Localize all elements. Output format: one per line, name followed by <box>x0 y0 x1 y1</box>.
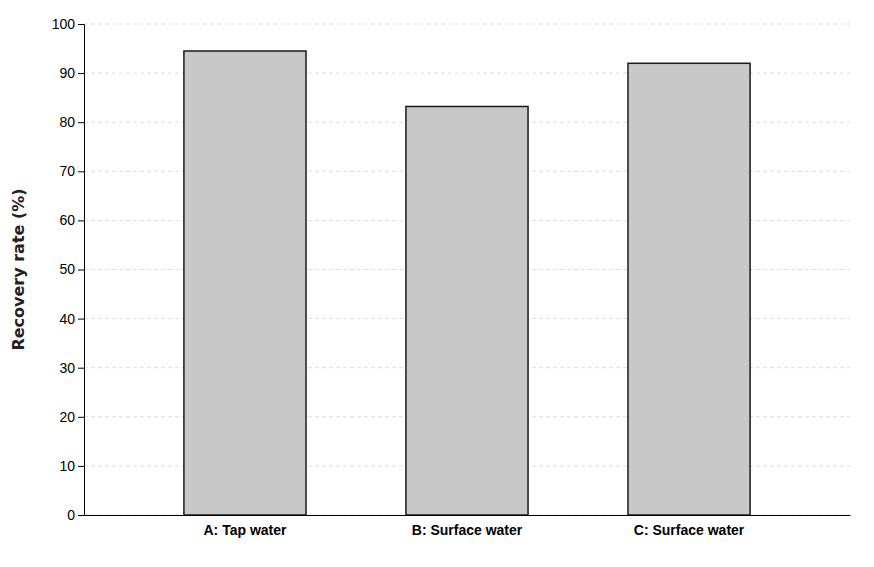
y-tick-mark <box>78 319 84 320</box>
y-tick-label: 20 <box>59 409 75 425</box>
y-tick-label: 90 <box>59 65 75 81</box>
y-tick-mark <box>78 515 84 516</box>
y-tick-mark <box>78 122 84 123</box>
grid-line <box>84 24 850 25</box>
y-axis-title: Recovery rate (%) <box>9 188 28 350</box>
x-tick: A: Tap water <box>203 522 287 538</box>
y-tick-mark <box>78 220 84 221</box>
y-tick-label: 60 <box>59 212 75 228</box>
grid <box>84 24 850 515</box>
y-tick: 0 <box>67 507 84 523</box>
y-tick: 90 <box>59 65 84 81</box>
y-tick: 50 <box>59 261 84 277</box>
y-tick-mark <box>78 466 84 467</box>
y-tick: 40 <box>59 311 84 327</box>
bar <box>628 63 750 515</box>
x-tick: C: Surface water <box>634 522 745 538</box>
bar <box>406 106 528 515</box>
bars <box>184 51 750 515</box>
y-tick: 20 <box>59 409 84 425</box>
y-tick-mark <box>78 417 84 418</box>
y-tick-mark <box>78 73 84 74</box>
y-tick: 80 <box>59 114 84 130</box>
x-tick-label: B: Surface water <box>412 522 523 538</box>
y-tick: 30 <box>59 360 84 376</box>
y-tick: 60 <box>59 212 84 228</box>
x-tick-label: A: Tap water <box>203 522 287 538</box>
y-tick-mark <box>78 171 84 172</box>
y-tick: 10 <box>59 458 84 474</box>
y-tick: 100 <box>52 16 84 32</box>
x-tick: B: Surface water <box>412 522 523 538</box>
y-tick-label: 80 <box>59 114 75 130</box>
y-tick-label: 10 <box>59 458 75 474</box>
y-tick-label: 30 <box>59 360 75 376</box>
y-tick-mark <box>78 24 84 25</box>
x-axis: A: Tap water B: Surface water C: Surface w… <box>85 516 851 538</box>
x-tick-label: C: Surface water <box>634 522 745 538</box>
x-axis-line <box>85 515 851 516</box>
plot: 0 10 20 30 40 50 60 70 80 90 100 A: Tap water B: Sur… <box>52 16 851 538</box>
y-tick-label: 50 <box>59 261 75 277</box>
chart-svg: 0 10 20 30 40 50 60 70 80 90 100 A: Tap water B: Sur… <box>0 0 874 567</box>
y-axis: 0 10 20 30 40 50 60 70 80 90 100 <box>52 16 85 523</box>
y-tick-label: 40 <box>59 311 75 327</box>
y-tick-label: 70 <box>59 163 75 179</box>
y-tick: 70 <box>59 163 84 179</box>
y-tick-label: 0 <box>67 507 75 523</box>
y-tick-mark <box>78 270 84 271</box>
y-axis-line <box>78 25 85 516</box>
y-tick-mark <box>78 368 84 369</box>
y-tick-label: 100 <box>52 16 76 32</box>
bar <box>184 51 306 515</box>
